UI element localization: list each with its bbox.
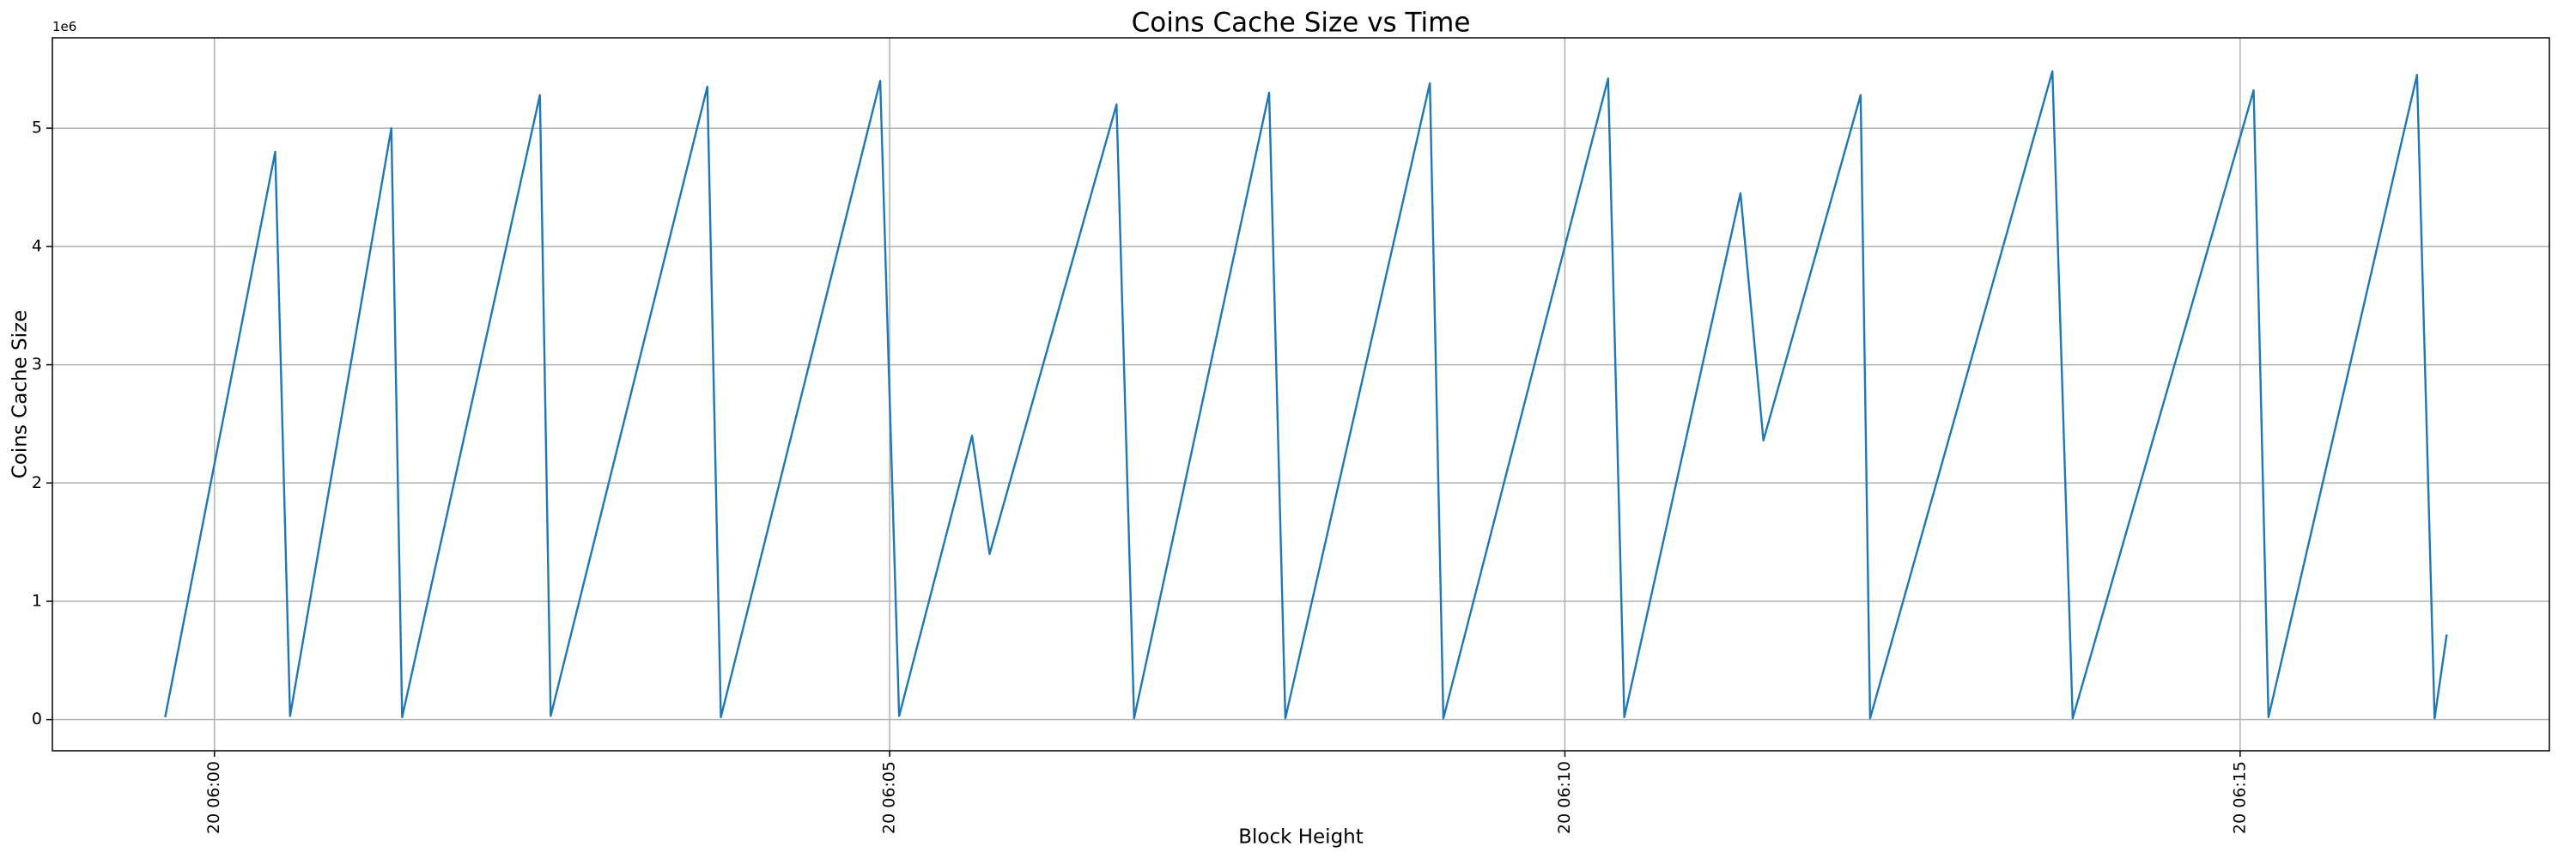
y-tick-label: 1 [32, 591, 42, 610]
y-offset-text: 1e6 [52, 19, 76, 34]
x-tick-label: 20 06:15 [2230, 761, 2249, 834]
x-tick-label: 20 06:10 [1555, 761, 1574, 834]
chart-title: Coins Cache Size vs Time [1132, 8, 1471, 39]
y-tick-label: 2 [32, 473, 42, 492]
x-tick-label: 20 06:05 [880, 761, 899, 834]
x-tick-label: 20 06:00 [204, 761, 223, 834]
x-axis-label: Block Height [1238, 826, 1364, 849]
y-tick-label: 0 [32, 710, 42, 728]
y-tick-label: 4 [32, 236, 42, 255]
y-tick-label: 3 [32, 355, 42, 374]
plot-frame [52, 37, 2550, 752]
y-tick-label: 5 [32, 119, 42, 137]
data-line [164, 70, 2448, 720]
y-axis-label: Coins Cache Size [9, 310, 32, 478]
